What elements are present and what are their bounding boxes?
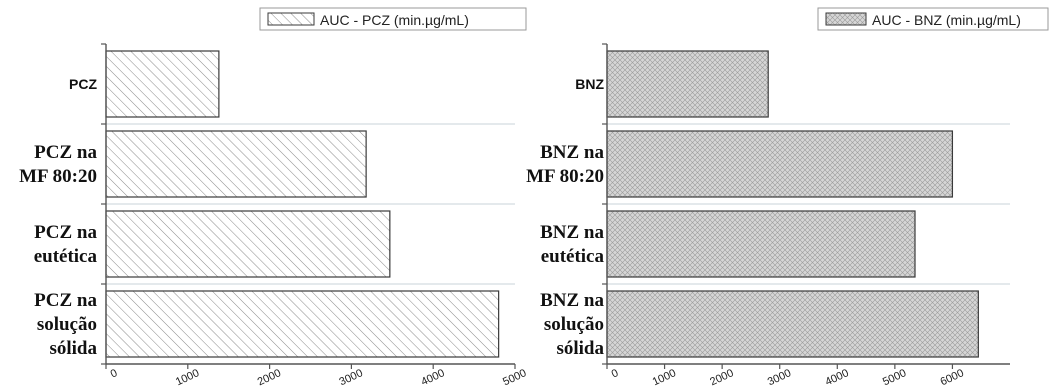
bnz-legend-box: [817, 7, 1049, 31]
bnz-legend-label: AUC - BNZ (min.µg/mL): [872, 12, 1021, 28]
pcz-bar: [105, 210, 391, 278]
pcz-category-label: PCZ na solução sólida: [34, 290, 97, 359]
chart-bnz: 0 1000 2000 3000 4000 5000 6000 BNZ BNZ na MF 80:…: [526, 7, 1049, 388]
pcz-x-tick-label: 0: [109, 367, 120, 380]
bnz-bar: [606, 130, 954, 198]
pcz-bar: [105, 130, 367, 198]
bnz-legend-swatch: [825, 12, 867, 26]
bnz-category-label: BNZ na MF 80:20: [526, 142, 604, 187]
bnz-bar: [606, 210, 916, 278]
pcz-x-tick-label: 4000: [419, 367, 446, 388]
pcz-x-tick-label: 2000: [256, 367, 283, 388]
pcz-x-tick-label: 1000: [174, 367, 201, 388]
chart-pcz: 0 1000 2000 3000 4000 5000 PCZ PCZ na MF 80:20 PC…: [19, 7, 528, 388]
bnz-x-tick-label: 3000: [766, 367, 793, 388]
pcz-category-label: PCZ: [69, 76, 97, 92]
bnz-x-tick-label: 6000: [939, 367, 966, 388]
bnz-category-label: BNZ na solução sólida: [540, 290, 604, 359]
bnz-category-label: BNZ na eutética: [540, 222, 604, 267]
pcz-category-label: PCZ na eutética: [34, 222, 98, 267]
pcz-x-tick-label: 3000: [338, 367, 365, 388]
bnz-x-tick-label: 2000: [708, 367, 735, 388]
pcz-bar: [105, 290, 500, 358]
bnz-x-tick-label: 5000: [881, 367, 908, 388]
pcz-bar: [105, 50, 220, 118]
bnz-bar: [606, 290, 979, 358]
bnz-x-tick-label: 4000: [823, 367, 850, 388]
pcz-category-label: PCZ na MF 80:20: [19, 142, 97, 187]
pcz-legend-swatch: [267, 12, 315, 26]
bnz-category-label: BNZ: [575, 76, 604, 92]
bnz-bar: [606, 50, 769, 118]
bnz-x-tick-label: 1000: [651, 367, 678, 388]
pcz-x-tick-label: 5000: [501, 367, 528, 388]
bnz-x-tick-label: 0: [610, 367, 621, 380]
pcz-legend-box: [259, 7, 527, 31]
pcz-legend-label: AUC - PCZ (min.µg/mL): [320, 12, 469, 28]
